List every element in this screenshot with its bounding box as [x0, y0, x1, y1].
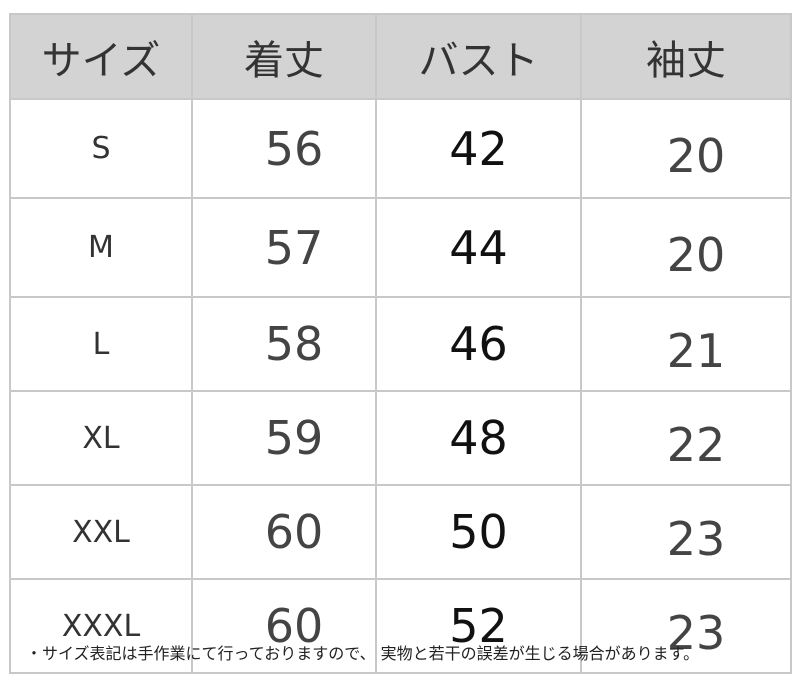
cell-length: 58	[191, 296, 377, 392]
table-row: XL 59 48 22	[9, 390, 792, 486]
header-size: サイズ	[9, 13, 193, 100]
cell-length: 56	[191, 98, 377, 199]
header-sleeve: 袖丈	[580, 13, 792, 100]
cell-length: 57	[191, 197, 377, 298]
cell-sleeve: 23	[580, 484, 792, 580]
header-bust: バスト	[375, 13, 582, 100]
cell-length: 60	[191, 578, 377, 674]
cell-size: L	[9, 296, 193, 392]
table-row: M 57 44 20	[9, 197, 792, 298]
cell-bust: 46	[375, 296, 582, 392]
table-row: S 56 42 20	[9, 98, 792, 199]
cell-sleeve: 22	[580, 390, 792, 486]
cell-size: XXL	[9, 484, 193, 580]
cell-size: M	[9, 197, 193, 298]
header-length: 着丈	[191, 13, 377, 100]
cell-size: XXXL	[9, 578, 193, 674]
cell-length: 60	[191, 484, 377, 580]
cell-size: S	[9, 98, 193, 199]
cell-sleeve: 21	[580, 296, 792, 392]
size-chart-table: サイズ 着丈 バスト 袖丈 S 56 42 20 M 57 44 20 L 58…	[9, 13, 792, 674]
cell-bust: 50	[375, 484, 582, 580]
cell-sleeve: 20	[580, 98, 792, 199]
cell-sleeve: 20	[580, 197, 792, 298]
size-disclaimer-note: ・サイズ表記は手作業にて行っておりますので、 実物と若干の誤差が生じる場合があり…	[26, 644, 700, 663]
table-row: XXL 60 50 23	[9, 484, 792, 580]
cell-bust: 52	[375, 578, 582, 674]
cell-sleeve: 23	[580, 578, 792, 674]
header-row: サイズ 着丈 バスト 袖丈	[9, 13, 792, 100]
cell-size: XL	[9, 390, 193, 486]
table-row: L 58 46 21	[9, 296, 792, 392]
cell-bust: 44	[375, 197, 582, 298]
cell-length: 59	[191, 390, 377, 486]
cell-bust: 42	[375, 98, 582, 199]
cell-bust: 48	[375, 390, 582, 486]
table-row: XXXL 60 52 23	[9, 578, 792, 674]
